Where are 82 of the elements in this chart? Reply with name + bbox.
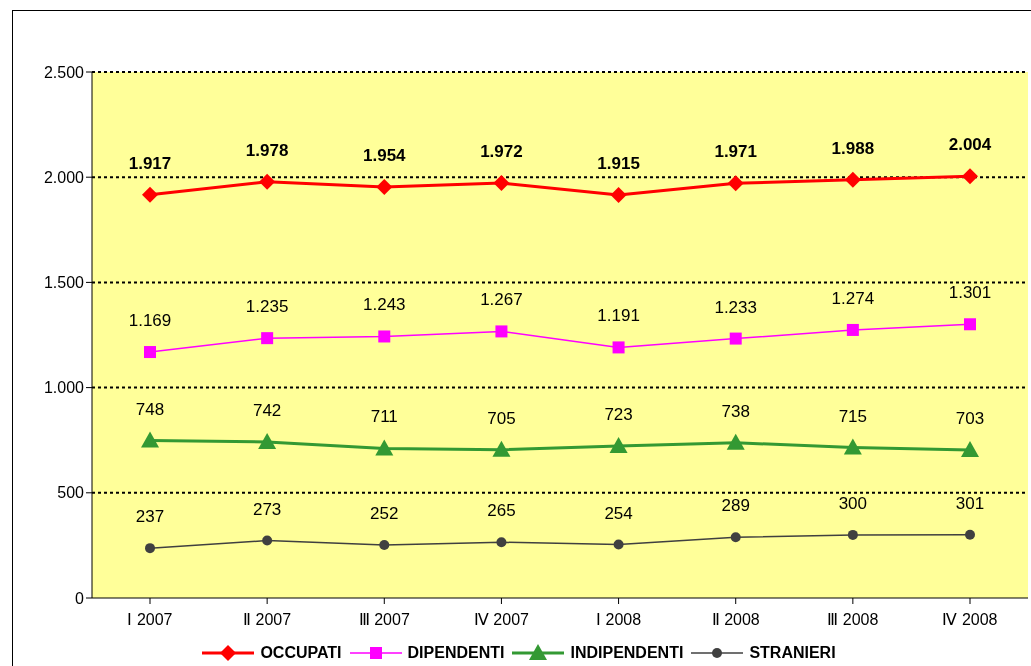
data-label: 289: [721, 496, 750, 516]
data-label: 1.954: [363, 145, 407, 165]
data-label: 254: [604, 503, 633, 523]
point: [375, 439, 394, 456]
point: [962, 168, 978, 185]
data-label: 1.233: [714, 297, 757, 317]
point: [259, 173, 276, 190]
point: [612, 341, 625, 354]
point: [141, 431, 159, 448]
y-tick-label: 1.500: [43, 274, 85, 292]
legend-label: OCCUPATI: [260, 644, 342, 662]
point: [261, 332, 274, 345]
data-label: 1.243: [363, 295, 406, 315]
y-tick-label: 500: [57, 484, 85, 502]
y-tick-label: 0: [75, 589, 85, 607]
legend-label: INDIPENDENTI: [570, 644, 684, 662]
x-tick-label: Ⅳ 2007: [473, 611, 530, 629]
data-label: 705: [487, 408, 516, 428]
point: [846, 323, 859, 336]
point: [378, 330, 391, 343]
point: [496, 537, 507, 548]
x-tick-label: Ⅳ 2008: [942, 611, 998, 629]
data-label: 1.274: [831, 288, 875, 308]
point: [961, 441, 979, 458]
point: [730, 532, 741, 543]
data-label: 742: [252, 400, 282, 420]
data-label: 1.267: [480, 290, 523, 310]
data-label: 300: [838, 493, 868, 513]
data-label: 1.915: [597, 154, 640, 174]
point: [844, 171, 861, 188]
data-label: 1.191: [597, 306, 640, 326]
legend-label: STRANIERI: [749, 644, 836, 662]
data-label: 748: [135, 399, 165, 419]
data-label: 738: [721, 401, 750, 421]
data-label: 1.971: [714, 142, 757, 162]
data-label: 1.917: [128, 153, 172, 173]
data-label: 301: [955, 493, 985, 513]
point: [613, 539, 624, 550]
point: [376, 178, 393, 195]
point: [964, 318, 976, 331]
point: [144, 346, 156, 359]
point: [610, 187, 627, 204]
data-label: 1.988: [831, 138, 875, 158]
point: [727, 175, 744, 192]
data-label: 711: [370, 407, 398, 427]
point: [258, 432, 277, 449]
point: [965, 529, 975, 540]
point: [609, 436, 628, 453]
point: [847, 529, 858, 540]
data-label: 252: [370, 503, 399, 523]
point: [142, 186, 158, 203]
data-label: 1.978: [245, 140, 289, 160]
point: [262, 535, 273, 546]
point: [493, 175, 510, 192]
point: [843, 438, 862, 455]
data-label: 723: [604, 404, 633, 424]
data-label: 1.301: [948, 283, 992, 303]
x-tick-label: Ⅲ 2007: [358, 611, 410, 629]
point: [379, 539, 390, 550]
y-tick-label: 2.500: [43, 63, 85, 81]
legend-label: DIPENDENTI: [407, 644, 505, 662]
data-label: 1.972: [480, 142, 523, 162]
point: [145, 543, 155, 554]
x-tick-label: Ⅱ 2007: [243, 611, 292, 629]
data-label: 237: [135, 507, 165, 527]
data-label: 703: [955, 409, 985, 429]
data-label: 1.235: [245, 297, 289, 317]
y-tick-label: 2.000: [43, 168, 85, 186]
point: [726, 433, 745, 450]
x-tick-label: Ⅲ 2008: [827, 611, 879, 629]
point: [729, 332, 742, 345]
data-label: 1.169: [128, 311, 172, 331]
point: [492, 440, 511, 457]
point: [495, 325, 508, 338]
y-tick-label: 1.000: [43, 379, 85, 397]
data-label: 715: [838, 406, 868, 426]
x-tick-label: Ⅰ 2007: [127, 611, 173, 629]
x-tick-label: Ⅰ 2008: [596, 611, 642, 629]
data-label: 273: [252, 499, 282, 519]
data-label: 265: [487, 501, 516, 521]
data-label: 2.004: [948, 135, 992, 155]
x-tick-label: Ⅱ 2008: [711, 611, 760, 629]
